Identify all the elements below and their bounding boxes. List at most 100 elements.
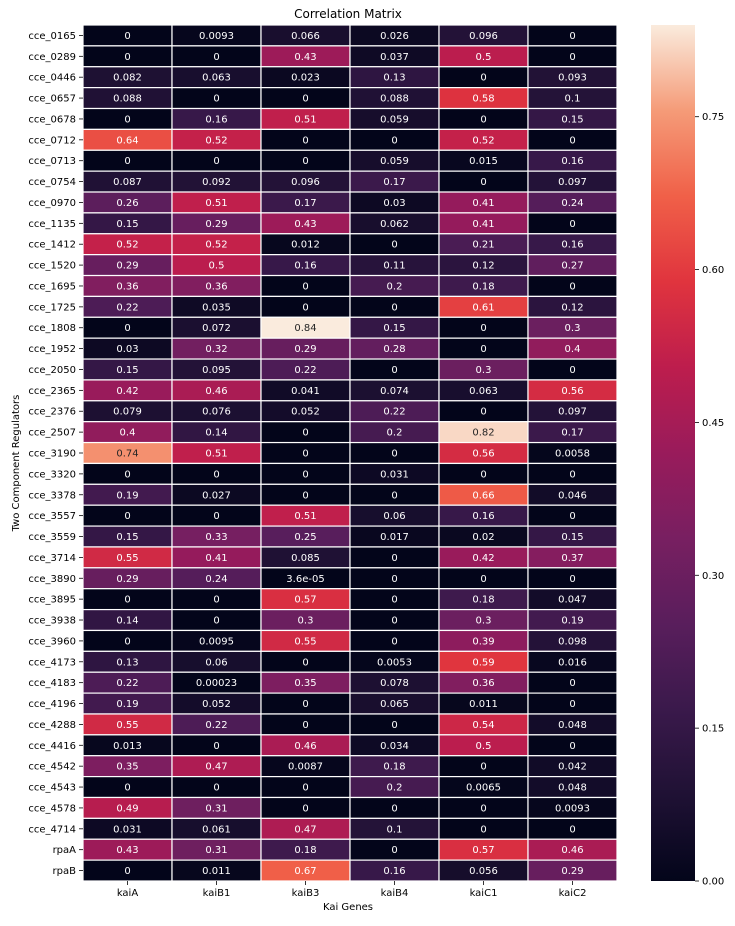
cell-value-label: 0.072 [202,323,231,334]
cell-value-label: 0.087 [113,177,142,188]
cell-value-label: 0.18 [383,762,405,773]
cell-value-label: 0.0095 [199,636,234,647]
cell-value-label: 0.16 [205,114,227,125]
y-tick-label: cce_1808 [28,323,76,334]
cell-value-label: 0.13 [116,657,138,668]
cell-value-label: 0 [302,803,308,814]
y-tick-label: cce_4542 [28,762,76,773]
cell-value-label: 0 [213,156,219,167]
y-tick-label: cce_4196 [28,699,76,710]
cell-value-label: 0.017 [380,532,409,543]
cell-value-label: 0 [569,365,575,376]
cell-value-label: 0.12 [561,302,583,313]
cell-value-label: 0.46 [294,741,316,752]
heatmap-cells [82,24,618,882]
y-tick-label: cce_2050 [28,365,76,376]
cell-value-label: 0.059 [380,156,409,167]
cell-value-label: 0 [391,595,397,606]
cell-value-label: 0.51 [294,511,316,522]
x-tick-label: kaiB3 [292,888,320,899]
cell-value-label: 0 [391,302,397,313]
cell-value-label: 0.011 [202,866,231,877]
cell-value-label: 0.17 [294,198,316,209]
cell-value-label: 0 [302,281,308,292]
cell-value-label: 0.15 [561,114,583,125]
y-tick-label: cce_2507 [28,428,76,439]
cell-value-label: 0.5 [209,261,225,272]
cell-value-label: 0 [480,323,486,334]
x-axis-title: Kai Genes [323,902,373,913]
cell-value-label: 0.42 [116,386,138,397]
cell-value-label: 0 [391,636,397,647]
x-tick-label: kaiC1 [470,888,498,899]
cell-value-label: 0 [213,469,219,480]
cell-value-label: 0.026 [380,31,409,42]
y-tick-label: cce_4714 [28,824,76,835]
cell-value-label: 0.67 [294,866,316,877]
cell-value-label: 0.023 [291,73,320,84]
cell-value-label: 0.015 [469,156,498,167]
cell-value-label: 0.016 [558,657,587,668]
cell-value-label: 0.4 [120,428,136,439]
y-tick-label: cce_4173 [28,657,76,668]
cell-value-label: 0.15 [383,323,405,334]
cell-value-label: 0.06 [205,657,227,668]
cell-value-label: 0.56 [561,386,583,397]
cell-value-label: 0 [302,135,308,146]
y-tick-label: rpaB [53,866,77,877]
cell-value-label: 0 [124,156,130,167]
cell-value-label: 0.31 [205,845,227,856]
y-tick-label: cce_1135 [28,219,76,230]
cell-value-label: 0.096 [469,31,498,42]
y-tick-label: cce_1725 [28,302,76,313]
y-tick-label: cce_1412 [28,240,76,251]
cell-value-label: 0 [302,156,308,167]
cell-value-label: 0.41 [472,219,494,230]
cell-value-label: 0.31 [205,803,227,814]
cell-value-label: 0.012 [291,240,320,251]
cell-value-label: 0.3 [298,616,314,627]
cell-value-label: 0 [124,114,130,125]
y-tick-label: cce_2365 [28,386,76,397]
cell-value-label: 0 [569,469,575,480]
cell-value-label: 0.3 [476,365,492,376]
cell-value-label: 0.062 [380,219,409,230]
cell-value-label: 0 [213,595,219,606]
cell-value-label: 0.085 [291,553,320,564]
cell-value-label: 0 [391,553,397,564]
cell-value-label: 0.061 [202,824,231,835]
cell-value-label: 0.095 [202,365,231,376]
cell-value-label: 0 [391,574,397,585]
colorbar: 0.00 0.15 0.30 0.45 0.60 0.75 [651,25,724,888]
cell-value-label: 0 [569,219,575,230]
cell-value-label: 0 [124,52,130,63]
cell-value-label: 0.52 [205,135,227,146]
cell-value-label: 0.042 [558,762,587,773]
cell-value-label: 0 [569,31,575,42]
cell-value-label: 0.25 [294,532,316,543]
cell-value-label: 0.36 [116,281,138,292]
cell-value-label: 0 [302,94,308,105]
cell-value-label: 0.15 [116,365,138,376]
cell-value-label: 0 [213,741,219,752]
cell-value-label: 0.42 [472,553,494,564]
cell-value-label: 0.03 [383,198,405,209]
cell-value-label: 0.35 [294,678,316,689]
cell-value-label: 0.51 [294,114,316,125]
y-tick-label: cce_4183 [28,678,76,689]
cell-value-label: 0.64 [116,135,138,146]
cell-value-label: 0.22 [116,678,138,689]
cell-value-label: 0.74 [116,449,138,460]
cell-value-label: 0.33 [205,532,227,543]
cell-value-label: 0 [480,407,486,418]
cell-value-label: 0.074 [380,386,409,397]
cell-value-label: 0 [391,845,397,856]
cell-value-label: 0.28 [383,344,405,355]
cell-value-label: 0 [213,783,219,794]
cell-value-label: 0 [569,135,575,146]
y-tick-label: cce_1952 [28,344,76,355]
cell-value-label: 0.29 [116,261,138,272]
cell-value-label: 0.2 [387,783,403,794]
cell-value-label: 0.059 [380,114,409,125]
cell-value-label: 0.29 [116,574,138,585]
